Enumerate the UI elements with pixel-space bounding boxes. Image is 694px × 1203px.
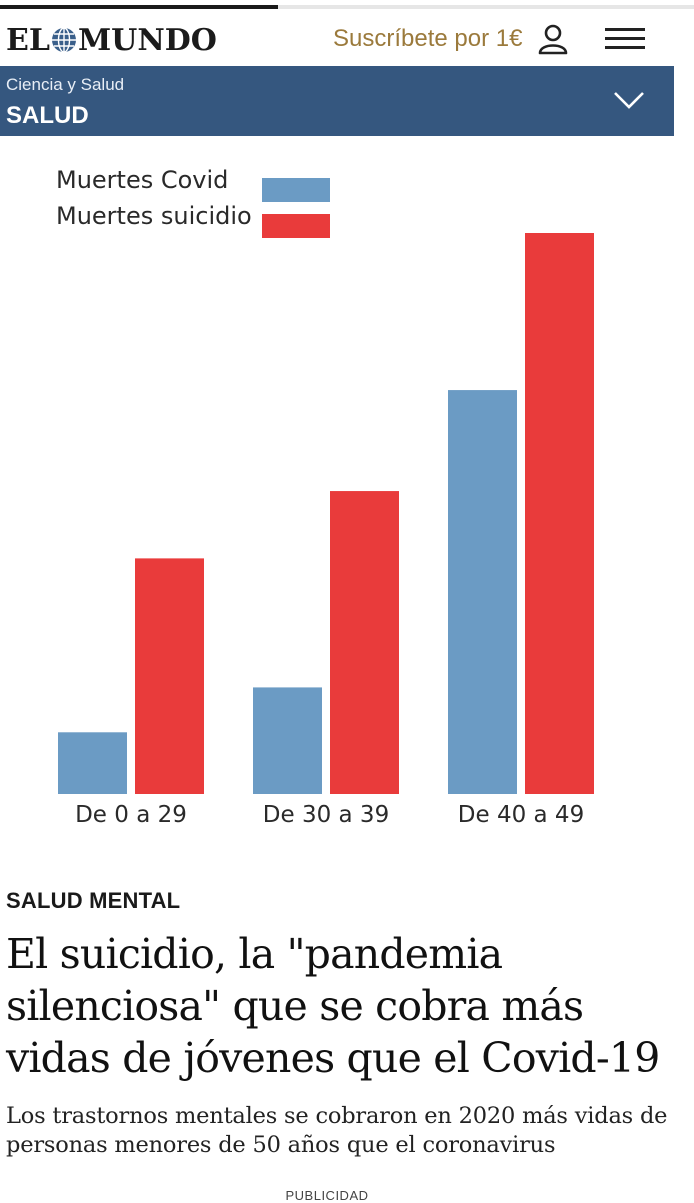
bar-0-1 [253,687,322,794]
article-subhead: Los trastornos mentales se cobraron en 2… [6,1103,668,1158]
top-bar: EL MUNDO Suscríbete por 1€ [0,10,694,66]
bar-0-2 [448,390,517,794]
legend-swatch-0 [262,178,330,202]
hamburger-menu-icon[interactable] [605,26,647,52]
globe-icon [51,27,76,53]
article-headline[interactable]: El suicidio, la "pandemia silenciosa" qu… [6,930,660,1082]
x-tick-label-2: De 40 a 49 [458,802,584,828]
logo-text-right: MUNDO [77,22,217,58]
chevron-down-icon[interactable] [612,88,646,112]
subscribe-link[interactable]: Suscríbete por 1€ [333,25,523,52]
bar-1-0 [135,558,204,794]
chart-x-labels: De 0 a 29 De 30 a 39 De 40 a 49 [75,802,584,828]
section-parent-label[interactable]: Ciencia y Salud [6,75,125,94]
reading-progress-bar [0,5,278,9]
chart-bars [58,233,594,794]
x-tick-label-1: De 30 a 39 [263,802,389,828]
reading-progress-track [0,5,694,9]
site-logo[interactable]: EL MUNDO [6,20,217,60]
bar-1-2 [525,233,594,794]
user-icon[interactable] [536,22,570,56]
legend-swatch-1 [262,214,330,238]
ad-label: PUBLICIDAD [285,1188,369,1203]
logo-text-left: EL [6,22,50,58]
legend-label-1: Muertes suicidio [56,202,252,230]
x-tick-label-0: De 0 a 29 [75,802,187,828]
bar-1-1 [330,491,399,794]
section-bar[interactable]: Ciencia y Salud SALUD [0,66,674,136]
chart-legend: Muertes Covid Muertes suicidio [56,166,330,238]
article-kicker[interactable]: SALUD MENTAL [6,888,181,913]
legend-label-0: Muertes Covid [56,166,228,194]
bar-0-0 [58,732,127,794]
section-title[interactable]: SALUD [6,102,89,129]
